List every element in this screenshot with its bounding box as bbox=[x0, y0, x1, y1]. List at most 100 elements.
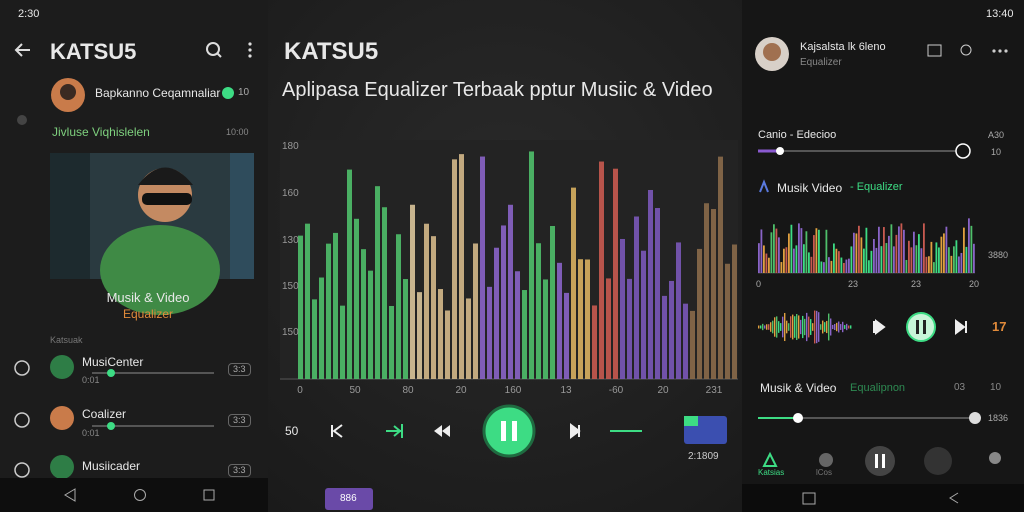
nav-label[interactable]: lCos bbox=[816, 468, 833, 477]
visualizer-bar bbox=[340, 305, 345, 379]
bottom-end bbox=[969, 412, 981, 424]
nav-profile[interactable] bbox=[989, 452, 1001, 464]
spectrum-x-label: 0 bbox=[756, 279, 762, 289]
menu-icon[interactable] bbox=[248, 42, 252, 58]
list-sliders[interactable] bbox=[92, 369, 214, 430]
next-button[interactable] bbox=[570, 423, 581, 439]
spectrum-bar bbox=[848, 258, 850, 273]
play-pause-button[interactable] bbox=[482, 404, 536, 458]
back-icon[interactable] bbox=[14, 43, 30, 57]
list-title[interactable]: Coalizer bbox=[82, 407, 127, 421]
profile-name: Bapkanno Ceqamnaliar bbox=[95, 86, 221, 100]
visualizer-bar bbox=[627, 278, 632, 379]
spectrum-bar bbox=[890, 224, 893, 273]
spectrum-x-label: 20 bbox=[969, 279, 980, 289]
status-time: 2:30 bbox=[18, 8, 40, 20]
pause-bar bbox=[923, 320, 926, 334]
waveform-bar bbox=[784, 312, 786, 342]
rewind-button[interactable] bbox=[434, 425, 450, 437]
system-nav bbox=[742, 484, 1024, 512]
share-icon[interactable] bbox=[927, 44, 942, 57]
visualizer-bar bbox=[529, 151, 534, 379]
spectrum-bar bbox=[818, 229, 820, 273]
status-dot bbox=[222, 87, 234, 99]
spectrum-bar bbox=[840, 257, 843, 273]
left-control[interactable]: 50 bbox=[285, 424, 299, 438]
nav-label[interactable]: Katsias bbox=[758, 468, 785, 477]
video-title[interactable]: Musik & Video bbox=[106, 290, 190, 305]
nav-home[interactable] bbox=[134, 489, 146, 501]
spectrum-subtitle: - Equalizer bbox=[850, 181, 903, 193]
list-title[interactable]: MusiCenter bbox=[82, 355, 144, 369]
waveform-bar bbox=[828, 313, 830, 341]
visualizer-bar bbox=[669, 280, 674, 379]
spectrum-bar bbox=[905, 259, 908, 273]
nav-icon[interactable] bbox=[924, 447, 952, 475]
visualizer-bar bbox=[431, 236, 436, 379]
bottom-button-label[interactable]: 886 bbox=[340, 493, 357, 504]
nav-back[interactable] bbox=[64, 488, 76, 502]
visualizer-bar bbox=[725, 263, 730, 379]
waveform-bar bbox=[806, 312, 808, 342]
nav-back[interactable] bbox=[949, 492, 959, 504]
nav-recent[interactable] bbox=[203, 489, 215, 501]
bottom-knob[interactable] bbox=[793, 413, 803, 423]
nav-recent[interactable] bbox=[802, 492, 816, 505]
visualizer-bar bbox=[375, 186, 380, 379]
visualizer-bar bbox=[543, 279, 548, 379]
bottom-track-level: 1836 bbox=[988, 413, 1009, 423]
visualizer-bar bbox=[564, 292, 569, 379]
center-subtitle: Aplipasa Equalizer Terbaak pptur Musiic … bbox=[282, 79, 713, 101]
nav-home[interactable] bbox=[762, 451, 778, 467]
visualizer-bar bbox=[480, 156, 485, 379]
spectrum-bar bbox=[760, 229, 763, 273]
spectrum-bar bbox=[898, 226, 900, 273]
waveform-bar bbox=[814, 310, 816, 344]
spectrum-bar bbox=[955, 240, 958, 273]
spectrum-bar bbox=[968, 218, 970, 273]
menu-icon[interactable] bbox=[992, 49, 1008, 53]
visualizer-bar bbox=[452, 159, 457, 379]
prev-button[interactable] bbox=[331, 424, 343, 438]
visualizer-bar bbox=[522, 290, 527, 379]
avatar-face bbox=[763, 43, 781, 61]
video-subtitle: Equalizer bbox=[122, 307, 174, 321]
search-icon[interactable] bbox=[960, 44, 972, 56]
right-panel: 13:40 Kajsalsta lk 6leno Equalizer Canio… bbox=[742, 0, 1024, 512]
spectrum-bar bbox=[875, 247, 878, 273]
x-label: 0 bbox=[297, 385, 303, 396]
next-button[interactable] bbox=[955, 319, 967, 335]
spectrum-side-label: 3880 bbox=[988, 250, 1009, 260]
spectrum-bar bbox=[768, 257, 770, 273]
music-icon bbox=[759, 179, 769, 193]
visualizer-bar bbox=[473, 243, 478, 379]
waveform-bar bbox=[812, 323, 814, 331]
spectrum-bar bbox=[918, 234, 920, 273]
waveform-bar bbox=[766, 324, 768, 330]
play-pause-button[interactable] bbox=[906, 312, 936, 342]
list-title[interactable]: Musiicader bbox=[82, 459, 141, 473]
waveform-bar bbox=[776, 316, 778, 338]
spectrum-bar bbox=[793, 248, 795, 273]
x-label: 160 bbox=[504, 385, 522, 396]
search-icon[interactable] bbox=[206, 42, 220, 56]
track-knob[interactable] bbox=[776, 147, 784, 155]
album-thumb-accent bbox=[684, 416, 698, 426]
nav-icon[interactable] bbox=[819, 453, 833, 467]
center-panel: KATSU5 Aplipasa Equalizer Terbaak pptur … bbox=[268, 0, 742, 512]
skip-control[interactable] bbox=[386, 424, 403, 438]
visualizer-bar bbox=[396, 234, 401, 379]
nav-pause[interactable] bbox=[865, 446, 895, 476]
bottom-button[interactable] bbox=[325, 488, 373, 510]
prev-button[interactable] bbox=[873, 319, 886, 335]
spectrum-bar bbox=[933, 262, 935, 273]
visualizer-bar bbox=[508, 204, 513, 379]
center-title: KATSU5 bbox=[284, 38, 379, 65]
spectrum-bar bbox=[960, 252, 963, 273]
waveform-bar bbox=[772, 320, 774, 334]
status-time: 13:40 bbox=[986, 8, 1014, 20]
x-label: 13 bbox=[560, 385, 572, 396]
waveform-bar bbox=[778, 321, 780, 333]
visualizer-bar bbox=[592, 305, 597, 379]
waveform-bar bbox=[822, 320, 824, 334]
